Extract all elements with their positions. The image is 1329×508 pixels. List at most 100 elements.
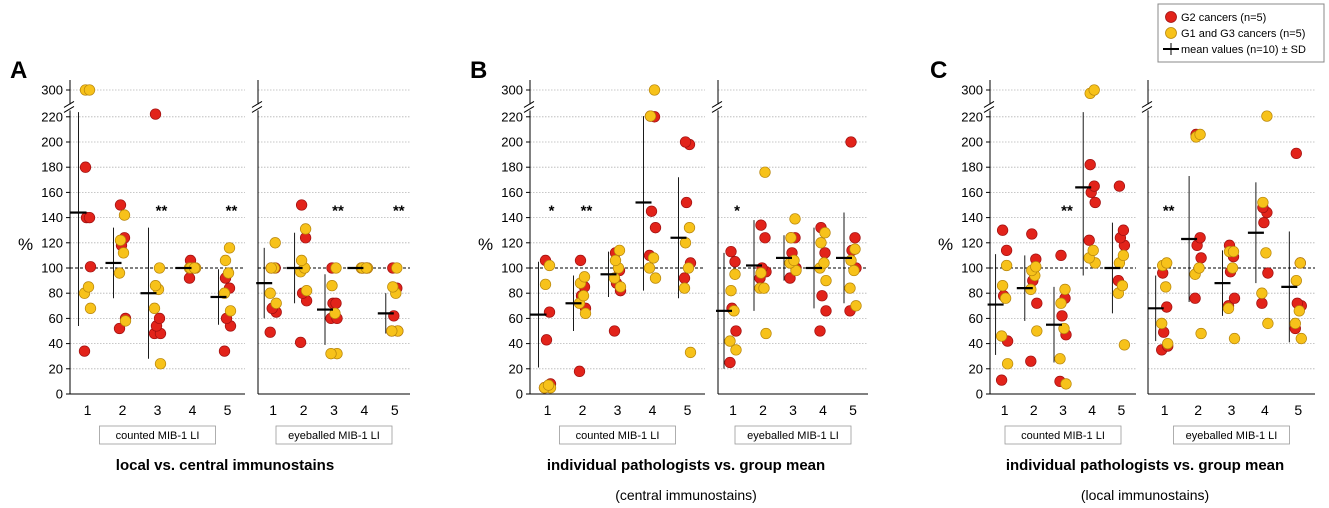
subplot-counted: 0 20 40 60 80 100 120 140 160 180 200 220 300 * 1 ** 2 3 4… xyxy=(501,80,705,445)
data-point-red xyxy=(645,205,658,217)
panel-b: % 0 20 40 60 80 100 120 140 160 180 200 220 300 * 1 ** 2 3… xyxy=(478,80,868,445)
data-point-yellow xyxy=(1194,128,1206,141)
subplot-counted: 0 20 40 60 80 100 120 140 160 180 200 220 300 1 2 ** 3 4 5… xyxy=(961,80,1136,445)
data-point-yellow xyxy=(648,84,661,96)
data-point-yellow xyxy=(579,307,592,320)
y-tick-label: 60 xyxy=(509,311,523,326)
data-point-yellow xyxy=(819,227,831,239)
data-point-yellow xyxy=(300,285,313,297)
data-point-yellow xyxy=(264,287,276,299)
data-point-red xyxy=(1089,196,1101,209)
data-point-yellow xyxy=(578,271,591,283)
subplot-eyeballed: * 1 2 3 4 5 eyeballed MIB-1 LI xyxy=(711,80,868,445)
panel-b-subcaption: (central immunostains) xyxy=(615,487,757,503)
panel-letter-b: B xyxy=(470,57,487,84)
data-point-yellow xyxy=(329,307,341,320)
data-point-yellow xyxy=(1228,332,1241,345)
data-point-yellow xyxy=(577,290,590,302)
data-point-red xyxy=(680,196,693,209)
y-tick-label: 220 xyxy=(961,109,983,124)
data-point-yellow xyxy=(1193,262,1205,274)
x-tick-label: 1 xyxy=(269,402,277,418)
axis-break-gap xyxy=(984,104,996,111)
x-tick-label: 5 xyxy=(391,402,399,418)
data-point-red xyxy=(784,272,796,284)
legend-mean-label: mean values (n=10) ± SD xyxy=(1181,44,1306,56)
data-point-yellow xyxy=(326,279,338,292)
data-point-yellow xyxy=(644,110,657,122)
data-point-yellow xyxy=(1059,283,1071,296)
data-point-yellow xyxy=(995,330,1008,342)
significance-label: ** xyxy=(581,203,593,220)
data-point-yellow xyxy=(299,223,312,235)
x-tick-label: 4 xyxy=(361,402,369,418)
data-point-red xyxy=(1088,180,1100,192)
x-tick-label: 4 xyxy=(189,402,197,418)
subplot-label: eyeballed MIB-1 LI xyxy=(1173,425,1290,445)
data-point-yellow xyxy=(643,262,656,274)
data-point-yellow xyxy=(270,297,282,309)
data-point-yellow xyxy=(613,244,626,257)
significance-label: ** xyxy=(393,203,405,220)
data-point-red xyxy=(724,356,736,369)
data-point-yellow xyxy=(118,209,131,221)
y-tick-label: 100 xyxy=(501,261,523,276)
data-point-yellow xyxy=(1295,332,1307,345)
data-point-yellow xyxy=(820,274,832,287)
data-point-red xyxy=(1031,297,1043,309)
data-point-red xyxy=(543,306,556,318)
axis-break-gap xyxy=(712,104,724,111)
y-tick-label: 160 xyxy=(501,185,523,200)
data-point-yellow xyxy=(224,305,237,317)
subplot-label-box xyxy=(559,425,676,445)
data-point-yellow xyxy=(117,247,130,259)
subplot-label-box xyxy=(99,425,216,445)
y-tick-label: 140 xyxy=(41,210,63,225)
data-point-red xyxy=(755,219,767,231)
data-point-yellow xyxy=(1087,244,1099,257)
data-point-red xyxy=(574,254,587,267)
data-point-red xyxy=(1025,355,1037,367)
y-tick-label: 0 xyxy=(976,387,983,402)
data-point-yellow xyxy=(647,252,660,264)
y-axis-label: % xyxy=(18,235,33,254)
data-point-yellow xyxy=(760,327,772,340)
data-point-yellow xyxy=(678,282,691,294)
y-tick-label: 100 xyxy=(41,261,63,276)
data-point-yellow xyxy=(386,325,398,337)
y-tick-label: 300 xyxy=(961,83,983,98)
y-tick-label: 200 xyxy=(961,135,983,150)
data-point-red xyxy=(814,325,826,337)
y-tick-label: 80 xyxy=(49,286,63,301)
data-point-yellow xyxy=(153,262,166,274)
y-tick-label: 220 xyxy=(501,109,523,124)
data-point-red xyxy=(816,290,828,302)
data-point-red xyxy=(996,224,1009,236)
data-point-yellow xyxy=(848,264,860,277)
axis-break-mark xyxy=(523,105,535,113)
y-tick-label: 0 xyxy=(56,387,63,402)
data-point-yellow xyxy=(996,279,1009,292)
subplot-counted: 0 20 40 60 80 100 120 140 160 180 200 220 300 1 2 ** 3 4 *… xyxy=(41,80,245,445)
y-tick-label: 160 xyxy=(961,185,983,200)
data-point-yellow xyxy=(815,237,827,249)
data-point-yellow xyxy=(684,346,697,359)
subplot-label: counted MIB-1 LI xyxy=(1004,425,1122,445)
data-point-red xyxy=(1262,267,1274,279)
significance-label: ** xyxy=(1163,203,1175,220)
axis-break-mark xyxy=(983,105,995,113)
data-point-red xyxy=(1056,310,1068,322)
subplot-label: eyeballed MIB-1 LI xyxy=(275,425,393,445)
y-tick-label: 40 xyxy=(49,336,63,351)
x-tick-label: 1 xyxy=(544,402,552,418)
subplot-eyeballed: 1 2 ** 3 4 ** 5 eyeballed MIB-1 LI xyxy=(251,80,410,445)
data-point-yellow xyxy=(1001,358,1014,370)
data-point-yellow xyxy=(845,254,857,267)
data-point-yellow xyxy=(222,267,235,279)
data-point-yellow xyxy=(724,335,736,347)
data-point-yellow xyxy=(1031,325,1043,337)
data-point-yellow xyxy=(614,281,627,293)
data-point-yellow xyxy=(83,84,96,96)
subplot-label-text: counted MIB-1 LI xyxy=(1021,430,1105,442)
